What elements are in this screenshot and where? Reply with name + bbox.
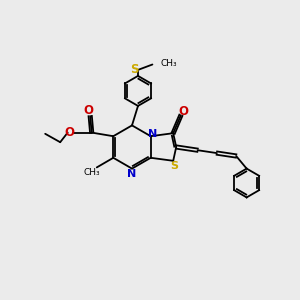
Text: N: N [128, 169, 136, 179]
Text: S: S [171, 161, 179, 171]
Text: CH₃: CH₃ [161, 59, 177, 68]
Text: S: S [130, 62, 139, 76]
Text: O: O [178, 105, 188, 118]
Text: CH₃: CH₃ [83, 168, 100, 177]
Text: N: N [148, 129, 158, 140]
Text: O: O [84, 104, 94, 117]
Text: O: O [65, 126, 75, 139]
